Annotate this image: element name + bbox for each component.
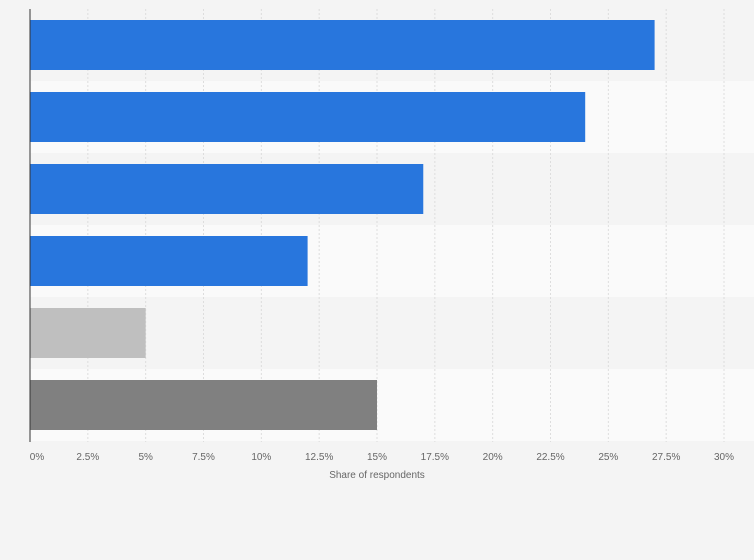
x-tick-label: 17.5% [421,452,449,463]
bar [30,92,586,142]
x-tick-labels: 0% 2.5% 5% 7.5% 10% 12.5% 15% 17.5% 20% 22.5% 25% 2… [30,452,734,463]
x-tick-label: 10% [251,452,271,463]
x-tick-label: 15% [367,452,387,463]
bar [30,164,424,214]
x-tick-label: 5% [138,452,153,463]
x-tick-label: 22.5% [536,452,564,463]
bar [30,236,308,286]
x-tick-label: 2.5% [76,452,99,463]
bars [30,20,655,430]
x-axis-title: Share of respondents [329,470,425,481]
gridlines [87,9,725,442]
x-tick-label: 20% [483,452,503,463]
row-bands [30,9,754,441]
x-tick-label: 30% [714,452,734,463]
bar [30,20,655,70]
row-band [30,297,754,369]
bar [30,380,377,430]
x-tick-label: 25% [598,452,618,463]
x-tick-label: 12.5% [305,452,333,463]
x-tick-label: 7.5% [192,452,215,463]
x-tick-label: 27.5% [652,452,680,463]
x-tick-label: 0% [30,452,45,463]
bar [30,308,146,358]
